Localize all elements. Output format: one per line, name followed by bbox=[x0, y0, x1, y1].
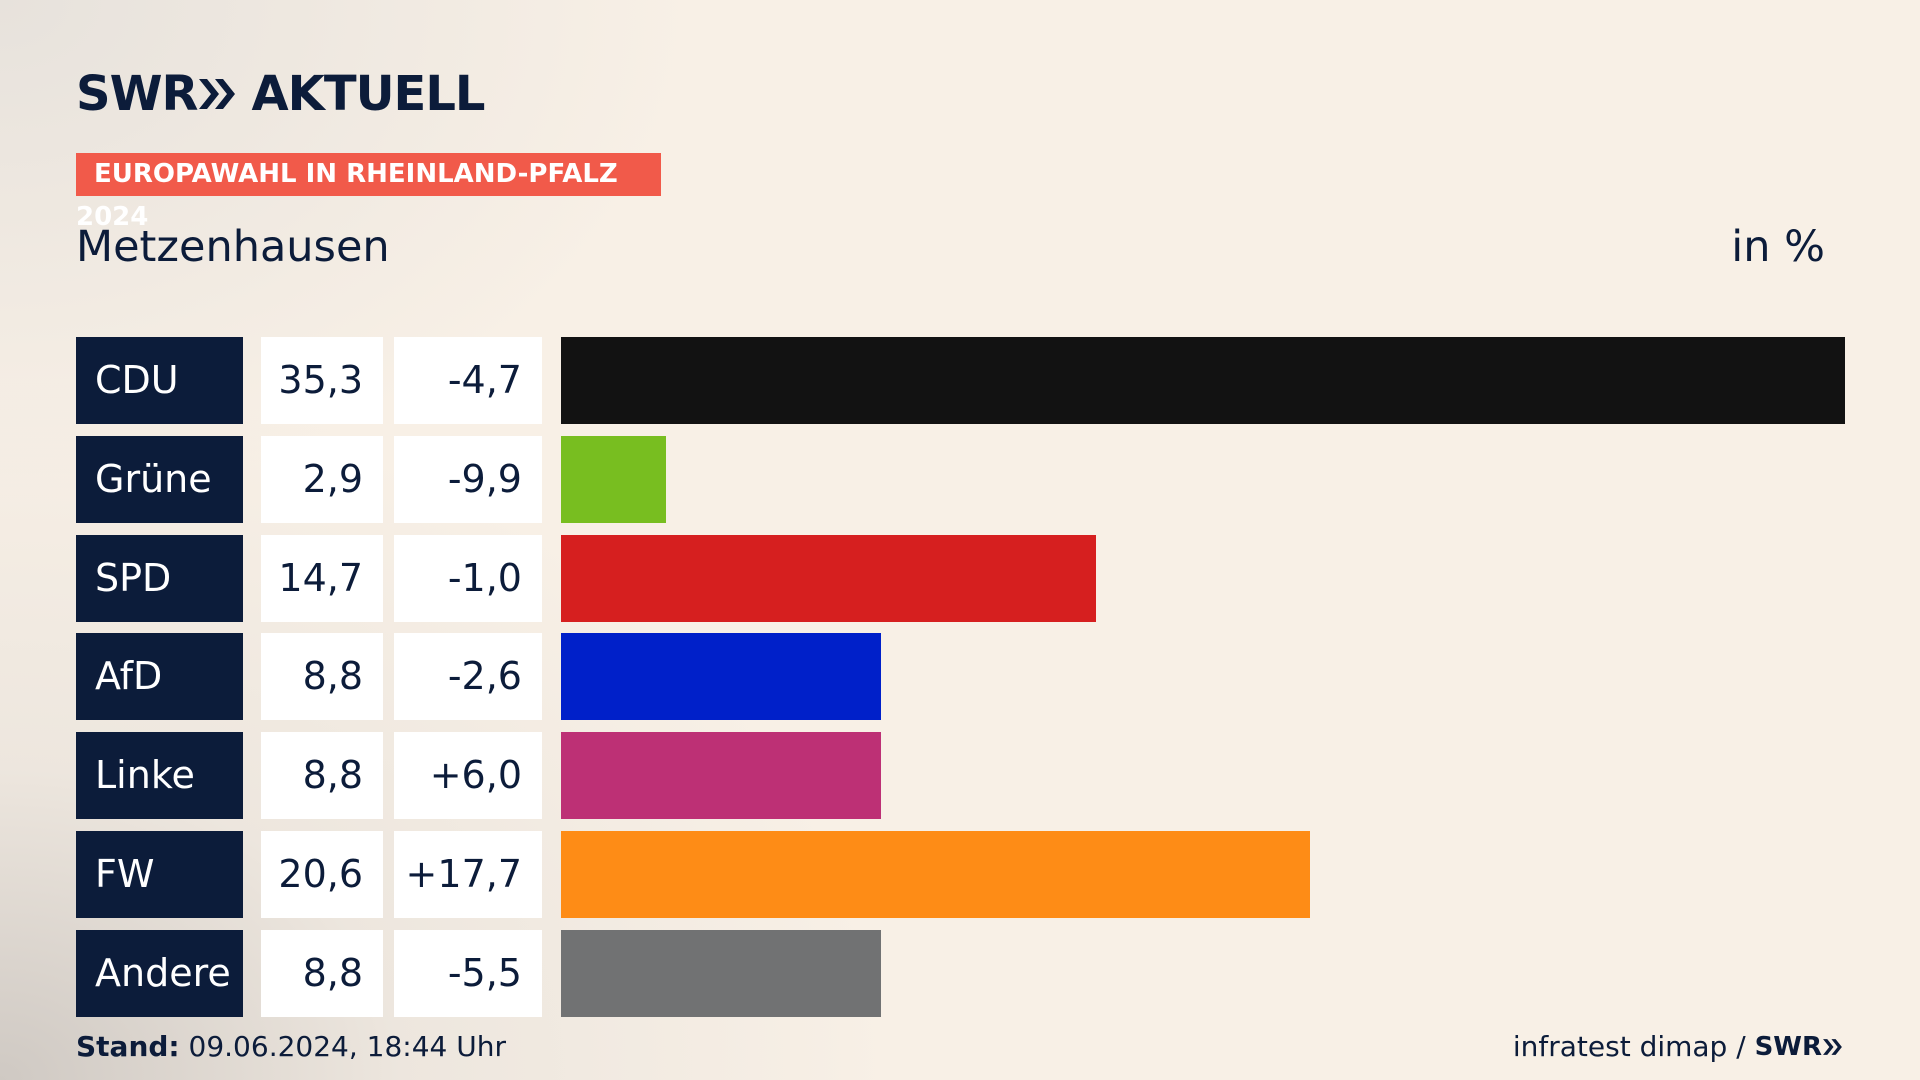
brand-chevrons bbox=[199, 79, 236, 109]
bar bbox=[561, 337, 1845, 424]
party-name: CDU bbox=[76, 337, 243, 424]
unit-label: in % bbox=[1731, 222, 1825, 272]
source-text: infratest dimap / bbox=[1512, 1030, 1755, 1063]
bar bbox=[561, 732, 882, 820]
brand-name: SWR bbox=[76, 66, 198, 122]
brand-sub: AKTUELL bbox=[251, 66, 485, 122]
party-name: Grüne bbox=[76, 435, 243, 523]
bar bbox=[561, 534, 1096, 622]
bar bbox=[561, 929, 882, 1017]
change-label: -2,6 bbox=[394, 633, 542, 721]
tag: EUROPAWAHL IN RHEINLAND-PFALZ 2024 bbox=[76, 153, 661, 232]
party-name: FW bbox=[76, 831, 243, 918]
chart-title: Metzenhausen bbox=[76, 222, 390, 272]
change-label: -4,7 bbox=[394, 337, 542, 424]
party-name: SPD bbox=[76, 534, 243, 622]
bar bbox=[561, 633, 882, 721]
change-label: -1,0 bbox=[394, 534, 542, 622]
change-label: +17,7 bbox=[394, 831, 542, 918]
value-label: 14,7 bbox=[261, 534, 383, 622]
party-name: Andere bbox=[76, 929, 243, 1017]
source: infratest dimap / SWR bbox=[1513, 1030, 1844, 1063]
source-chevrons bbox=[1823, 1038, 1842, 1055]
bar bbox=[561, 831, 1311, 918]
value-label: 8,8 bbox=[261, 929, 383, 1017]
bar bbox=[561, 435, 667, 523]
stand-label: Stand: bbox=[76, 1030, 180, 1063]
source-brand: SWR bbox=[1754, 1031, 1822, 1062]
brand: SWR AKTUELL bbox=[76, 66, 486, 122]
stand-date: 09.06.2024, 18:44 Uhr bbox=[188, 1030, 506, 1063]
value-label: 8,8 bbox=[261, 732, 383, 820]
party-name: AfD bbox=[76, 633, 243, 721]
change-label: -5,5 bbox=[394, 929, 542, 1017]
value-label: 8,8 bbox=[261, 633, 383, 721]
party-name: Linke bbox=[76, 732, 243, 820]
change-label: -9,9 bbox=[394, 435, 542, 523]
stand: Stand: 09.06.2024, 18:44 Uhr bbox=[76, 1030, 506, 1063]
value-label: 20,6 bbox=[261, 831, 383, 918]
change-label: +6,0 bbox=[394, 732, 542, 820]
value-label: 35,3 bbox=[261, 337, 383, 424]
value-label: 2,9 bbox=[261, 435, 383, 523]
